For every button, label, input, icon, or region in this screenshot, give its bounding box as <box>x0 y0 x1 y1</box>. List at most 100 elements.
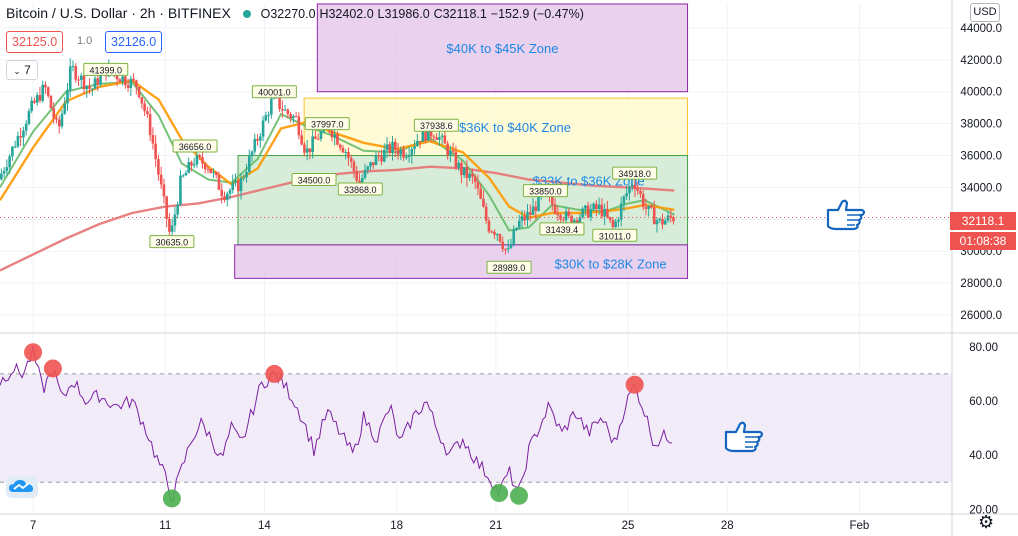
candle-body <box>534 206 538 211</box>
candle-body <box>457 162 460 168</box>
candle-body <box>168 218 171 232</box>
price-label: 33868.0 <box>337 182 383 196</box>
price-label: 33850.0 <box>522 184 568 198</box>
candle-body <box>515 227 518 231</box>
candlestick-series <box>0 58 675 255</box>
price-label-text: 31439.4 <box>546 225 579 235</box>
price-label-text: 31011.0 <box>599 231 631 241</box>
candle-body <box>261 120 265 137</box>
candle-body <box>363 169 367 178</box>
zone-label: $30K to $28K Zone <box>555 256 667 271</box>
ohlc-high: H32402.0 <box>319 7 374 21</box>
price-label: 41399.0 <box>83 62 129 76</box>
price-label-box <box>522 184 568 198</box>
candle-body <box>146 111 149 115</box>
price-label: 28989.0 <box>486 260 532 274</box>
price-label-box <box>337 182 383 196</box>
candle-body <box>358 180 361 183</box>
candle-body <box>531 206 535 215</box>
candle-body <box>418 140 422 142</box>
candle-body <box>652 207 656 225</box>
tradingview-cloud-icon[interactable] <box>6 476 38 498</box>
candle-body <box>121 76 124 83</box>
candle-body <box>611 220 615 227</box>
indicator-toggle-button[interactable]: ⌄ 7 <box>6 60 38 80</box>
candle-body <box>443 135 447 144</box>
candle-body <box>129 78 133 88</box>
candle-body <box>217 174 221 190</box>
candle-body <box>303 144 306 153</box>
y-tick-label: 42000.0 <box>960 55 1002 67</box>
candle-body <box>124 76 127 86</box>
candle-body <box>622 196 626 204</box>
candle-body <box>352 161 356 172</box>
candle-body <box>115 74 119 80</box>
candle-body <box>413 146 416 149</box>
price-labels: $40K to $45K Zone$36K to $40K Zone$33K t… <box>83 41 667 274</box>
candle-body <box>388 144 392 153</box>
rsi-band <box>0 373 952 483</box>
candle-body <box>495 234 499 236</box>
candle-body <box>267 114 270 116</box>
candle-body <box>385 144 389 150</box>
sell-price-button[interactable]: 32125.0 <box>6 31 64 53</box>
candle-body <box>330 130 334 138</box>
candle-body <box>666 215 670 221</box>
candle-body <box>300 135 303 145</box>
candle-body <box>606 208 609 217</box>
price-label: 40001.0 <box>251 85 297 99</box>
zone-label: $40K to $45K Zone <box>446 41 558 56</box>
candle-body <box>479 188 482 199</box>
candle-body <box>68 66 72 90</box>
candle-body <box>628 186 631 194</box>
price-label-box <box>172 139 218 153</box>
candle-body <box>553 204 557 214</box>
candle-body <box>38 95 42 101</box>
candle-body <box>636 189 639 191</box>
candle-body <box>13 146 17 148</box>
candle-body <box>201 157 204 164</box>
symbol-title[interactable]: Bitcoin / U.S. Dollar · 2h · BITFINEX <box>6 5 231 21</box>
candle-body <box>170 225 174 232</box>
candle-body <box>74 66 78 80</box>
price-label-box <box>486 260 532 274</box>
x-tick-label: 18 <box>390 520 403 532</box>
rsi-tick-label: 40.00 <box>969 450 998 462</box>
candle-body <box>60 113 64 127</box>
candle-body <box>228 190 232 194</box>
rsi-tick-label: 60.00 <box>969 396 998 408</box>
x-tick-label: 28 <box>721 520 734 532</box>
oversold-marker <box>509 486 528 505</box>
candle-body <box>603 208 606 217</box>
price-label: 34500.0 <box>291 172 337 186</box>
x-tick-label: Feb <box>850 520 870 532</box>
candle-body <box>432 136 436 138</box>
candle-body <box>595 203 598 209</box>
price-label: 31439.4 <box>539 222 585 236</box>
price-label-text: 34918.0 <box>618 169 651 179</box>
currency-badge[interactable]: USD <box>970 3 1000 22</box>
candle-body <box>41 84 44 101</box>
candle-body <box>658 218 662 221</box>
candle-body <box>614 221 617 227</box>
buy-price-button[interactable]: 32126.0 <box>105 31 163 53</box>
candle-body <box>96 78 100 85</box>
ohlc-open: O32270.0 <box>260 7 316 21</box>
candle-body <box>316 138 320 140</box>
last-price-tag: 32118.1 <box>950 212 1016 230</box>
gear-icon[interactable]: ⚙ <box>978 512 995 533</box>
candle-body <box>259 136 262 141</box>
candle-body <box>435 137 438 140</box>
candle-body <box>369 162 372 167</box>
candle-body <box>212 172 215 174</box>
candle-body <box>484 206 488 221</box>
candle-body <box>253 138 257 152</box>
overbought-marker <box>265 364 284 383</box>
candle-body <box>360 177 364 183</box>
candle-body <box>8 156 11 168</box>
candle-body <box>396 149 400 155</box>
candle-body <box>589 209 593 218</box>
y-tick-label: 34000.0 <box>960 182 1002 194</box>
candle-body <box>490 231 494 233</box>
